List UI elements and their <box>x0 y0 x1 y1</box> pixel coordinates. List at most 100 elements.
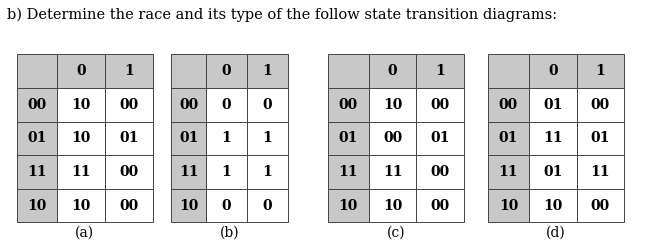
Text: 00: 00 <box>431 199 450 212</box>
Text: 11: 11 <box>383 165 402 179</box>
Text: 11: 11 <box>72 165 91 179</box>
Bar <box>488 122 529 155</box>
Bar <box>328 54 369 88</box>
Bar <box>369 122 416 155</box>
Bar <box>369 189 416 222</box>
Bar <box>171 54 206 88</box>
Text: 10: 10 <box>179 199 199 212</box>
Bar <box>247 88 288 122</box>
Text: 11: 11 <box>499 165 518 179</box>
Text: 00: 00 <box>120 199 139 212</box>
Bar <box>206 155 247 189</box>
Bar <box>416 122 464 155</box>
Bar <box>328 122 369 155</box>
Text: 0: 0 <box>222 64 231 78</box>
Bar <box>206 189 247 222</box>
Bar <box>416 54 464 88</box>
Bar <box>247 54 288 88</box>
Text: 10: 10 <box>339 199 358 212</box>
Bar <box>488 155 529 189</box>
Bar <box>529 88 576 122</box>
Bar <box>416 88 464 122</box>
Text: 01: 01 <box>499 131 518 145</box>
Bar <box>488 54 529 88</box>
Text: 01: 01 <box>179 131 199 145</box>
Bar <box>576 189 624 222</box>
Text: 10: 10 <box>383 98 402 112</box>
Text: (d): (d) <box>546 226 566 240</box>
Bar <box>105 88 153 122</box>
Bar <box>17 189 58 222</box>
Text: 1: 1 <box>262 165 272 179</box>
Text: 10: 10 <box>383 199 402 212</box>
Bar <box>247 155 288 189</box>
Text: 1: 1 <box>262 131 272 145</box>
Text: 00: 00 <box>591 199 610 212</box>
Text: 10: 10 <box>72 199 91 212</box>
Text: 01: 01 <box>339 131 358 145</box>
Text: 11: 11 <box>179 165 199 179</box>
Text: 00: 00 <box>431 98 450 112</box>
Bar <box>529 122 576 155</box>
Text: 0: 0 <box>548 64 558 78</box>
Bar <box>369 54 416 88</box>
Bar <box>488 189 529 222</box>
Text: 01: 01 <box>543 165 562 179</box>
Text: 00: 00 <box>499 98 518 112</box>
Text: 00: 00 <box>591 98 610 112</box>
Text: 00: 00 <box>339 98 358 112</box>
Text: 1: 1 <box>436 64 445 78</box>
Text: b) Determine the race and its type of the follow state transition diagrams:: b) Determine the race and its type of th… <box>7 7 557 22</box>
Bar <box>416 189 464 222</box>
Bar <box>171 189 206 222</box>
Text: 1: 1 <box>222 165 231 179</box>
Text: 0: 0 <box>222 98 231 112</box>
Bar <box>206 54 247 88</box>
Bar <box>105 54 153 88</box>
Bar <box>171 88 206 122</box>
Bar <box>58 54 105 88</box>
Bar <box>206 122 247 155</box>
Text: (a): (a) <box>75 226 94 240</box>
Text: 01: 01 <box>591 131 610 145</box>
Text: 11: 11 <box>27 165 46 179</box>
Text: 11: 11 <box>543 131 562 145</box>
Text: 00: 00 <box>179 98 199 112</box>
Text: (b): (b) <box>220 226 239 240</box>
Bar <box>17 122 58 155</box>
Text: 01: 01 <box>543 98 562 112</box>
Bar <box>576 122 624 155</box>
Bar <box>488 88 529 122</box>
Bar <box>576 54 624 88</box>
Bar <box>206 88 247 122</box>
Text: 0: 0 <box>222 199 231 212</box>
Bar <box>17 88 58 122</box>
Text: 0: 0 <box>262 199 272 212</box>
Text: 11: 11 <box>590 165 610 179</box>
Text: 10: 10 <box>72 131 91 145</box>
Text: 00: 00 <box>431 165 450 179</box>
Bar <box>576 88 624 122</box>
Bar <box>328 88 369 122</box>
Bar <box>369 155 416 189</box>
Text: 10: 10 <box>499 199 518 212</box>
Text: 01: 01 <box>431 131 450 145</box>
Text: 0: 0 <box>262 98 272 112</box>
Bar <box>17 54 58 88</box>
Bar <box>58 189 105 222</box>
Bar <box>247 122 288 155</box>
Text: 10: 10 <box>543 199 562 212</box>
Bar <box>58 88 105 122</box>
Text: 00: 00 <box>383 131 402 145</box>
Text: 10: 10 <box>72 98 91 112</box>
Bar <box>17 155 58 189</box>
Text: 0: 0 <box>388 64 398 78</box>
Text: (c): (c) <box>386 226 406 240</box>
Text: 00: 00 <box>120 98 139 112</box>
Bar <box>529 54 576 88</box>
Text: 11: 11 <box>339 165 358 179</box>
Bar <box>328 189 369 222</box>
Text: 1: 1 <box>222 131 231 145</box>
Text: 01: 01 <box>27 131 46 145</box>
Text: 0: 0 <box>76 64 86 78</box>
